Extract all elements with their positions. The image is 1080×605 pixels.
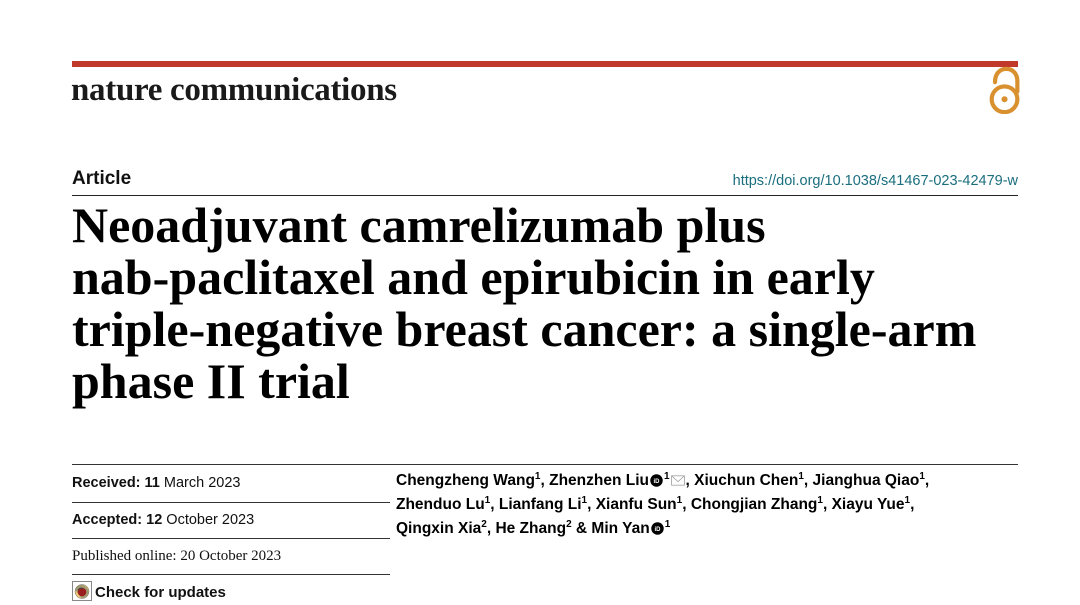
svg-text:iD: iD	[654, 527, 661, 533]
svg-text:iD: iD	[654, 479, 661, 485]
